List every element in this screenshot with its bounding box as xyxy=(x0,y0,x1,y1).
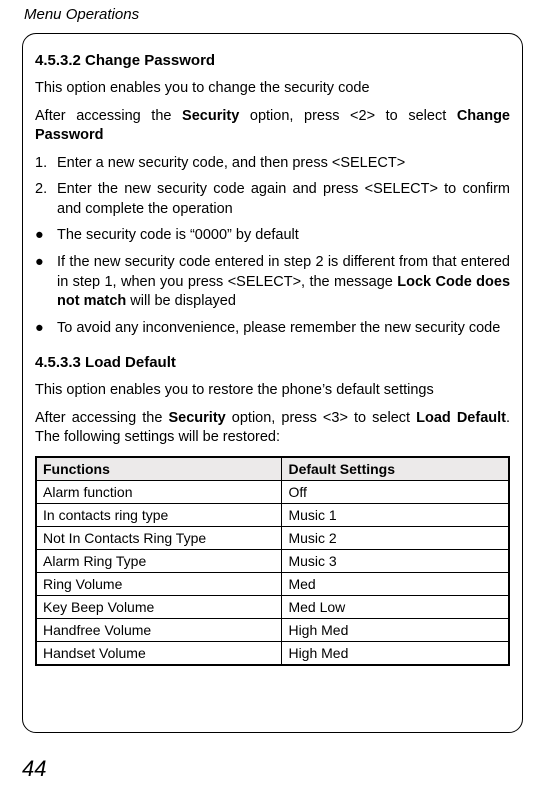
cell-function: Not In Contacts Ring Type xyxy=(36,526,282,549)
bullet-icon: ● xyxy=(35,253,57,312)
list-item: ● To avoid any inconvenience, please rem… xyxy=(35,319,510,339)
list-text: Enter the new security code again and pr… xyxy=(57,180,510,219)
bullet-icon: ● xyxy=(35,319,57,339)
content-frame: 4.5.3.2 Change Password This option enab… xyxy=(22,33,523,733)
s1-p2-mid: option, press <2> to select xyxy=(239,108,457,124)
table-header-row: Functions Default Settings xyxy=(36,457,509,481)
cell-default: Music 3 xyxy=(282,549,509,572)
b2-post: will be displayed xyxy=(126,293,236,309)
s2-p1: This option enables you to restore the p… xyxy=(35,381,510,401)
s1-bullet-list: ● The security code is “0000” by default… xyxy=(35,226,510,338)
list-number: 2. xyxy=(35,180,57,219)
bullet-icon: ● xyxy=(35,226,57,246)
heading-change-password: 4.5.3.2 Change Password xyxy=(35,52,510,69)
table-row: Not In Contacts Ring Type Music 2 xyxy=(36,526,509,549)
cell-default: High Med xyxy=(282,618,509,641)
cell-default: Music 2 xyxy=(282,526,509,549)
list-item: 1. Enter a new security code, and then p… xyxy=(35,154,510,174)
cell-default: Med xyxy=(282,572,509,595)
cell-default: Music 1 xyxy=(282,503,509,526)
cell-function: In contacts ring type xyxy=(36,503,282,526)
default-settings-table: Functions Default Settings Alarm functio… xyxy=(35,456,510,666)
list-text: To avoid any inconvenience, please remem… xyxy=(57,319,510,339)
table-row: Ring Volume Med xyxy=(36,572,509,595)
cell-function: Key Beep Volume xyxy=(36,595,282,618)
table-row: Alarm function Off xyxy=(36,480,509,503)
cell-function: Alarm Ring Type xyxy=(36,549,282,572)
table-row: Handset Volume High Med xyxy=(36,641,509,665)
s1-p1: This option enables you to change the se… xyxy=(35,79,510,99)
s2-p2: After accessing the Security option, pre… xyxy=(35,409,510,448)
list-item: ● The security code is “0000” by default xyxy=(35,226,510,246)
s1-ordered-list: 1. Enter a new security code, and then p… xyxy=(35,154,510,220)
s2-p2-b1: Security xyxy=(168,410,225,426)
th-functions: Functions xyxy=(36,457,282,481)
s2-p2-mid: option, press <3> to select xyxy=(226,410,416,426)
cell-default: Med Low xyxy=(282,595,509,618)
table-row: Alarm Ring Type Music 3 xyxy=(36,549,509,572)
s1-p2: After accessing the Security option, pre… xyxy=(35,107,510,146)
table-row: In contacts ring type Music 1 xyxy=(36,503,509,526)
list-item: 2. Enter the new security code again and… xyxy=(35,180,510,219)
page-number: 44 xyxy=(22,756,46,782)
list-number: 1. xyxy=(35,154,57,174)
heading-load-default: 4.5.3.3 Load Default xyxy=(35,354,510,371)
table-row: Key Beep Volume Med Low xyxy=(36,595,509,618)
th-default: Default Settings xyxy=(282,457,509,481)
cell-default: Off xyxy=(282,480,509,503)
list-text: If the new security code entered in step… xyxy=(57,253,510,312)
table-row: Handfree Volume High Med xyxy=(36,618,509,641)
cell-function: Alarm function xyxy=(36,480,282,503)
cell-default: High Med xyxy=(282,641,509,665)
list-text: Enter a new security code, and then pres… xyxy=(57,154,510,174)
cell-function: Ring Volume xyxy=(36,572,282,595)
s1-p2-pre: After accessing the xyxy=(35,108,182,124)
list-text: The security code is “0000” by default xyxy=(57,226,510,246)
page-header: Menu Operations xyxy=(24,6,523,23)
s2-p2-pre: After accessing the xyxy=(35,410,168,426)
s2-p2-b2: Load Default xyxy=(416,410,506,426)
cell-function: Handset Volume xyxy=(36,641,282,665)
list-item: ● If the new security code entered in st… xyxy=(35,253,510,312)
cell-function: Handfree Volume xyxy=(36,618,282,641)
page: Menu Operations 4.5.3.2 Change Password … xyxy=(0,0,545,790)
s1-p2-b1: Security xyxy=(182,108,239,124)
